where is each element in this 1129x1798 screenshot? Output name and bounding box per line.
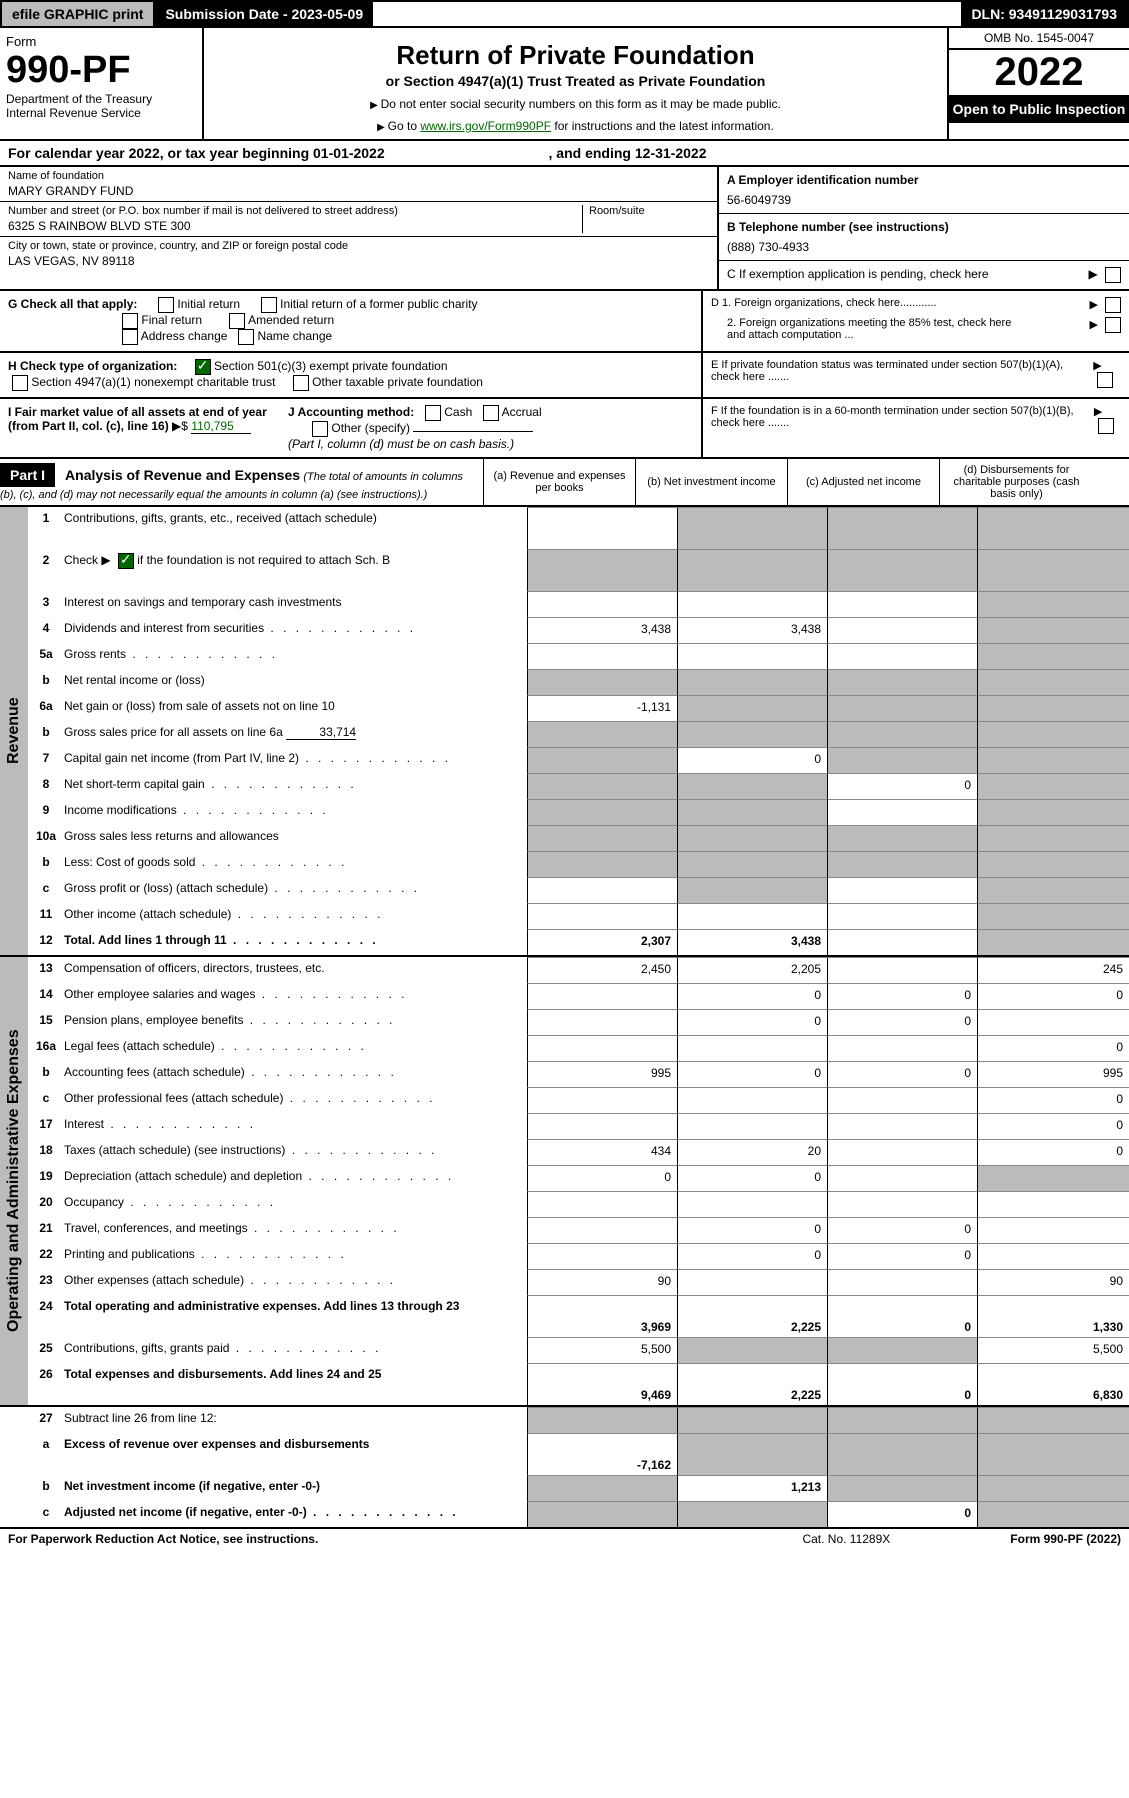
check-ij-row: I Fair market value of all assets at end…	[0, 399, 1129, 459]
calendar-row: For calendar year 2022, or tax year begi…	[0, 141, 1129, 167]
h-4947-checkbox[interactable]	[12, 375, 28, 391]
year: 2022	[949, 50, 1129, 95]
col-a-header: (a) Revenue and expenses per books	[483, 459, 635, 505]
g-amended-checkbox[interactable]	[229, 313, 245, 329]
city: LAS VEGAS, NV 89118	[8, 254, 709, 268]
e-checkbox[interactable]	[1097, 372, 1113, 388]
form-header: Form 990-PF Department of the Treasury I…	[0, 28, 1129, 141]
room-label: Room/suite	[589, 205, 709, 217]
identification-block: Name of foundation MARY GRANDY FUND Numb…	[0, 167, 1129, 291]
revenue-label: Revenue	[0, 507, 28, 955]
open-to-public: Open to Public Inspection	[949, 95, 1129, 123]
footer: For Paperwork Reduction Act Notice, see …	[0, 1527, 1129, 1549]
part1-label: Part I	[0, 463, 55, 487]
instr1: Do not enter social security numbers on …	[214, 97, 937, 111]
addr-label: Number and street (or P.O. box number if…	[8, 205, 582, 217]
top-bar: efile GRAPHIC print Submission Date - 20…	[0, 0, 1129, 28]
efile-button[interactable]: efile GRAPHIC print	[2, 2, 155, 26]
j-accrual-checkbox[interactable]	[483, 405, 499, 421]
check-h-row: H Check type of organization: Section 50…	[0, 353, 1129, 399]
omb: OMB No. 1545-0047	[949, 28, 1129, 50]
expenses-section: Operating and Administrative Expenses 13…	[0, 955, 1129, 1405]
irs: Internal Revenue Service	[6, 106, 196, 120]
f-label: F If the foundation is in a 60-month ter…	[711, 405, 1094, 451]
footer-right: Form 990-PF (2022)	[1010, 1532, 1121, 1546]
subtitle: or Section 4947(a)(1) Trust Treated as P…	[214, 73, 937, 89]
footer-mid: Cat. No. 11289X	[802, 1532, 890, 1546]
g-initial-former-checkbox[interactable]	[261, 297, 277, 313]
h-other-checkbox[interactable]	[293, 375, 309, 391]
dln: DLN: 93491129031793	[961, 2, 1127, 26]
revenue-section: Revenue 1Contributions, gifts, grants, e…	[0, 507, 1129, 955]
j-note: (Part I, column (d) must be on cash basi…	[288, 437, 514, 451]
g-name-checkbox[interactable]	[238, 329, 254, 345]
r2-checkbox[interactable]	[118, 553, 134, 569]
f-checkbox[interactable]	[1098, 418, 1114, 434]
g-final-checkbox[interactable]	[122, 313, 138, 329]
dept: Department of the Treasury	[6, 92, 196, 106]
ein-label: A Employer identification number	[727, 173, 1121, 187]
city-label: City or town, state or province, country…	[8, 240, 709, 252]
col-d-header: (d) Disbursements for charitable purpose…	[939, 459, 1093, 505]
form-number: 990-PF	[6, 49, 196, 92]
e-label: E If private foundation status was termi…	[711, 359, 1093, 391]
expenses-label: Operating and Administrative Expenses	[0, 957, 28, 1405]
part1-header: Part I Analysis of Revenue and Expenses …	[0, 459, 1129, 507]
g-initial-checkbox[interactable]	[158, 297, 174, 313]
ein: 56-6049739	[727, 193, 1121, 207]
col-c-header: (c) Adjusted net income	[787, 459, 939, 505]
phone: (888) 730-4933	[727, 240, 1121, 254]
d2-label: 2. Foreign organizations meeting the 85%…	[711, 317, 1027, 341]
j-label: J Accounting method:	[288, 405, 414, 419]
phone-label: B Telephone number (see instructions)	[727, 220, 1121, 234]
form-label: Form	[6, 34, 196, 49]
c-label: C If exemption application is pending, c…	[727, 267, 989, 281]
name-label: Name of foundation	[8, 170, 709, 182]
instr2: Go to www.irs.gov/Form990PF for instruct…	[214, 119, 937, 133]
c-checkbox[interactable]	[1105, 267, 1121, 283]
j-other-checkbox[interactable]	[312, 421, 328, 437]
g-address-checkbox[interactable]	[122, 329, 138, 345]
check-g-row: G Check all that apply: Initial return I…	[0, 291, 1129, 353]
d2-checkbox[interactable]	[1105, 317, 1121, 333]
h-501c3-checkbox[interactable]	[195, 359, 211, 375]
title: Return of Private Foundation	[214, 40, 937, 71]
instr-link[interactable]: www.irs.gov/Form990PF	[420, 119, 551, 133]
d1-label: D 1. Foreign organizations, check here..…	[711, 297, 937, 313]
addr: 6325 S RAINBOW BLVD STE 300	[8, 219, 582, 233]
submission-date: Submission Date - 2023-05-09	[155, 2, 373, 26]
d1-checkbox[interactable]	[1105, 297, 1121, 313]
i-value: 110,795	[191, 419, 251, 434]
col-b-header: (b) Net investment income	[635, 459, 787, 505]
footer-left: For Paperwork Reduction Act Notice, see …	[8, 1532, 318, 1546]
foundation-name: MARY GRANDY FUND	[8, 184, 709, 198]
j-cash-checkbox[interactable]	[425, 405, 441, 421]
